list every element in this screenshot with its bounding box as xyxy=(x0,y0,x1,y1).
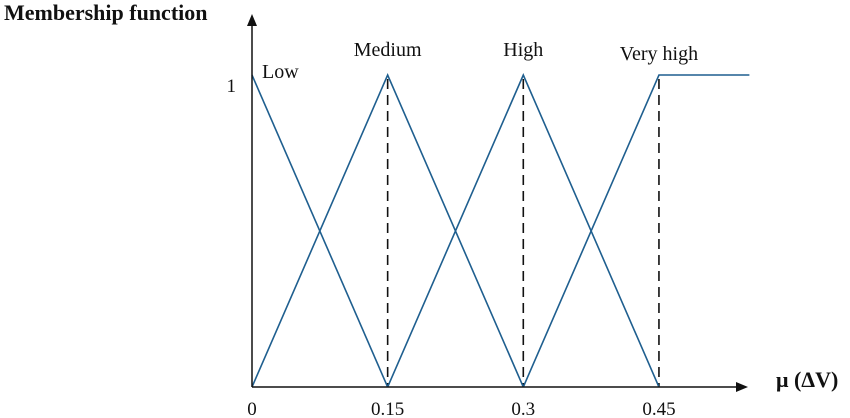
series-label-medium: Medium xyxy=(354,39,422,61)
x-tick-label: 0 xyxy=(247,399,257,418)
x-axis-arrow xyxy=(736,382,748,392)
x-tick-label: 0.15 xyxy=(371,399,404,418)
series-label-high: High xyxy=(503,39,543,61)
axes xyxy=(247,14,748,392)
y-axis-title: Membership function xyxy=(4,0,208,25)
x-tick-label: 0.45 xyxy=(642,399,675,418)
series-label-very-high: Very high xyxy=(620,43,698,65)
series-labels: Low Medium High Very high xyxy=(262,39,698,83)
series-line-very-high xyxy=(522,74,750,388)
series-label-low: Low xyxy=(262,61,299,83)
y-axis-arrow xyxy=(247,14,257,26)
series-line-medium xyxy=(251,72,525,388)
tick-labels: 0 0.15 0.3 0.45 1 xyxy=(227,76,676,418)
x-axis-title: μ (ΔV) xyxy=(776,367,838,392)
series-lines xyxy=(251,72,750,388)
y-tick-label: 1 xyxy=(227,76,237,97)
series-line-high xyxy=(386,72,660,388)
x-tick-label: 0.3 xyxy=(511,399,535,418)
dashed-guides xyxy=(386,79,660,387)
